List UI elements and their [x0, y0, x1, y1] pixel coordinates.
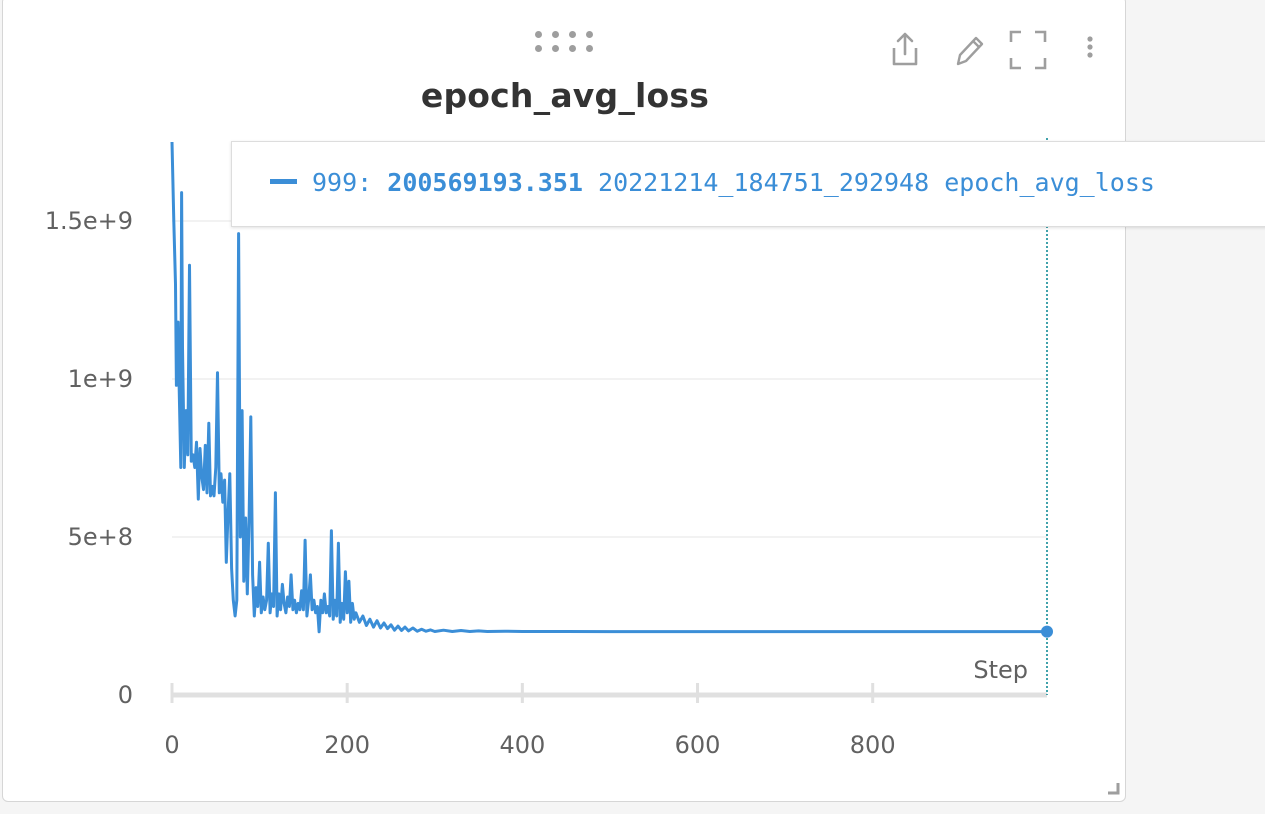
x-tick-label: 0	[164, 731, 179, 759]
share-icon[interactable]	[885, 28, 925, 72]
y-tick-label: 1e+9	[68, 365, 133, 393]
x-tick-label: 200	[324, 731, 370, 759]
drag-handle-icon[interactable]	[532, 30, 596, 54]
tooltip-metric: epoch_avg_loss	[944, 168, 1155, 197]
x-tick-label: 400	[499, 731, 545, 759]
series-line	[170, 141, 1047, 634]
x-tick-label: 600	[675, 731, 721, 759]
tooltip-value: 200569193.351	[387, 168, 583, 197]
y-tick-label: 0	[118, 681, 133, 709]
tooltip-text: 999: 200569193.351 20221214_184751_29294…	[312, 168, 1155, 197]
resize-handle-icon[interactable]	[1106, 781, 1120, 795]
tooltip-run: 20221214_184751_292948	[598, 168, 930, 197]
tooltip-step: 999:	[312, 168, 373, 197]
series-swatch	[270, 179, 297, 184]
fullscreen-icon[interactable]	[1008, 28, 1048, 72]
x-axis-label: Step	[973, 656, 1028, 684]
chart-title: epoch_avg_loss	[420, 76, 710, 115]
y-tick-label: 1.5e+9	[45, 207, 133, 235]
y-tick-label: 5e+8	[68, 523, 133, 551]
hover-tooltip: 999: 200569193.351 20221214_184751_29294…	[231, 141, 1265, 227]
more-vertical-icon[interactable]	[1073, 28, 1107, 72]
x-tick-label: 800	[850, 731, 896, 759]
pencil-icon[interactable]	[948, 28, 988, 72]
hover-point	[1041, 625, 1053, 638]
